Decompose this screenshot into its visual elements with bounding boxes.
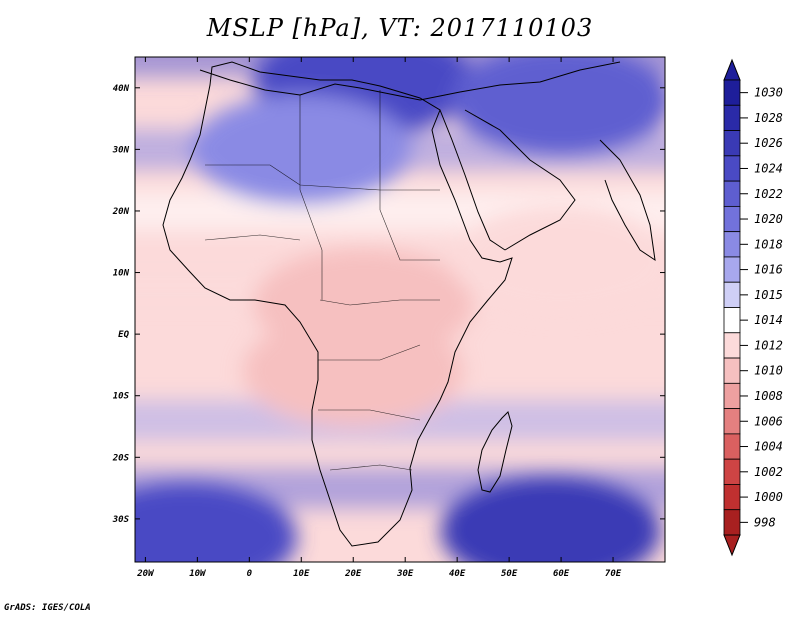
colorbar-label: 1018 [754, 237, 783, 251]
colorbar-swatch [723, 433, 741, 460]
colorbar-label: 1015 [754, 288, 783, 302]
colorbar-swatch [723, 408, 741, 435]
chart-title: MSLP [hPa], VT: 2017110103 [206, 14, 594, 42]
colorbar-label: 1008 [754, 389, 783, 403]
colorbar-label: 1004 [754, 440, 783, 454]
colorbar-label: 1010 [754, 364, 783, 378]
india-coastline [599, 139, 656, 262]
lat-tick-label: 40N [113, 84, 130, 94]
colorbar-swatch [723, 180, 741, 207]
colorbar-swatch [723, 509, 741, 536]
field-feature-7 [451, 57, 665, 156]
lat-tick-label: 10N [113, 269, 130, 279]
red-sea-coast [439, 109, 506, 251]
lon-tick-label: 30E [396, 569, 414, 579]
colorbar-label: 1022 [754, 187, 783, 201]
lat-tick-label: 10S [113, 392, 130, 402]
plot-frame [134, 56, 666, 563]
colorbar-label: 1030 [754, 86, 783, 100]
arabian-peninsula [464, 109, 576, 251]
lon-tick-label: 10W [189, 569, 207, 579]
colorbar-top-arrow [723, 58, 741, 81]
colorbar-swatch [723, 256, 741, 283]
lon-tick-label: 20W [136, 569, 155, 579]
field-feature-6 [451, 205, 665, 316]
colorbar-swatch [723, 130, 741, 157]
field-feature-5 [243, 316, 464, 427]
coastlines [162, 61, 656, 547]
lon-tick-label: 50E [501, 569, 518, 579]
colorbar-swatch [723, 155, 741, 182]
lat-tick-label: EQ [118, 330, 129, 340]
colorbar-swatch [723, 79, 741, 106]
europe-coastline [199, 61, 621, 101]
latitude-axis: 40N 30N 20N 10N EQ 10S 20S 30S [112, 84, 665, 525]
colorbar-swatch [723, 104, 741, 131]
lon-tick-label: 60E [553, 569, 570, 579]
pressure-field [135, 57, 665, 562]
colorbar-swatch [723, 231, 741, 258]
colorbar-label: 1002 [754, 465, 783, 479]
colorbar-label: 1020 [754, 212, 783, 226]
lon-tick-label: 40E [449, 569, 466, 579]
longitude-axis: 20W 10W 0 10E 20E 30E 40E 50E 60E 70E [136, 57, 622, 579]
colorbar-label: 1026 [754, 136, 783, 150]
credit-label: GrADS: IGES/COLA [4, 603, 91, 613]
colorbar: 1030 1028 1026 1024 1022 1020 1018 1016 1015 1014… [723, 58, 783, 557]
field-feature-3 [135, 482, 297, 562]
field-feature-2 [440, 476, 661, 562]
colorbar-label: 1000 [754, 490, 783, 504]
colorbar-label: 1006 [754, 414, 783, 428]
colorbar-label: 1028 [754, 111, 783, 125]
colorbar-swatch [723, 205, 741, 233]
field-feature-1 [191, 94, 412, 205]
colorbar-swatch [723, 484, 741, 511]
colorbar-label: 1024 [754, 161, 783, 175]
colorbar-label: 1012 [754, 338, 783, 352]
colorbar-bottom-arrow [723, 534, 741, 557]
africa-coastline [162, 61, 513, 547]
lon-tick-label: 70E [605, 569, 622, 579]
colorbar-label: 1016 [754, 263, 783, 277]
country-borders [204, 90, 440, 471]
lat-tick-label: 30N [112, 145, 130, 155]
lon-tick-label: 10E [293, 569, 310, 579]
colorbar-swatch [723, 332, 741, 359]
lat-tick-label: 20S [112, 453, 130, 463]
lon-tick-label: 20E [344, 569, 362, 579]
lat-tick-label: 30S [112, 515, 130, 525]
colorbar-label: 998 [754, 515, 776, 529]
colorbar-swatch [723, 281, 741, 308]
colorbar-label: 1014 [754, 313, 783, 327]
colorbar-swatch [723, 307, 741, 334]
lat-tick-label: 20N [112, 207, 130, 217]
lon-tick-label: 0 [247, 569, 253, 579]
colorbar-swatch [723, 382, 741, 410]
colorbar-swatch [723, 458, 741, 485]
madagascar-coastline [477, 411, 513, 493]
colorbar-swatch [723, 357, 741, 384]
